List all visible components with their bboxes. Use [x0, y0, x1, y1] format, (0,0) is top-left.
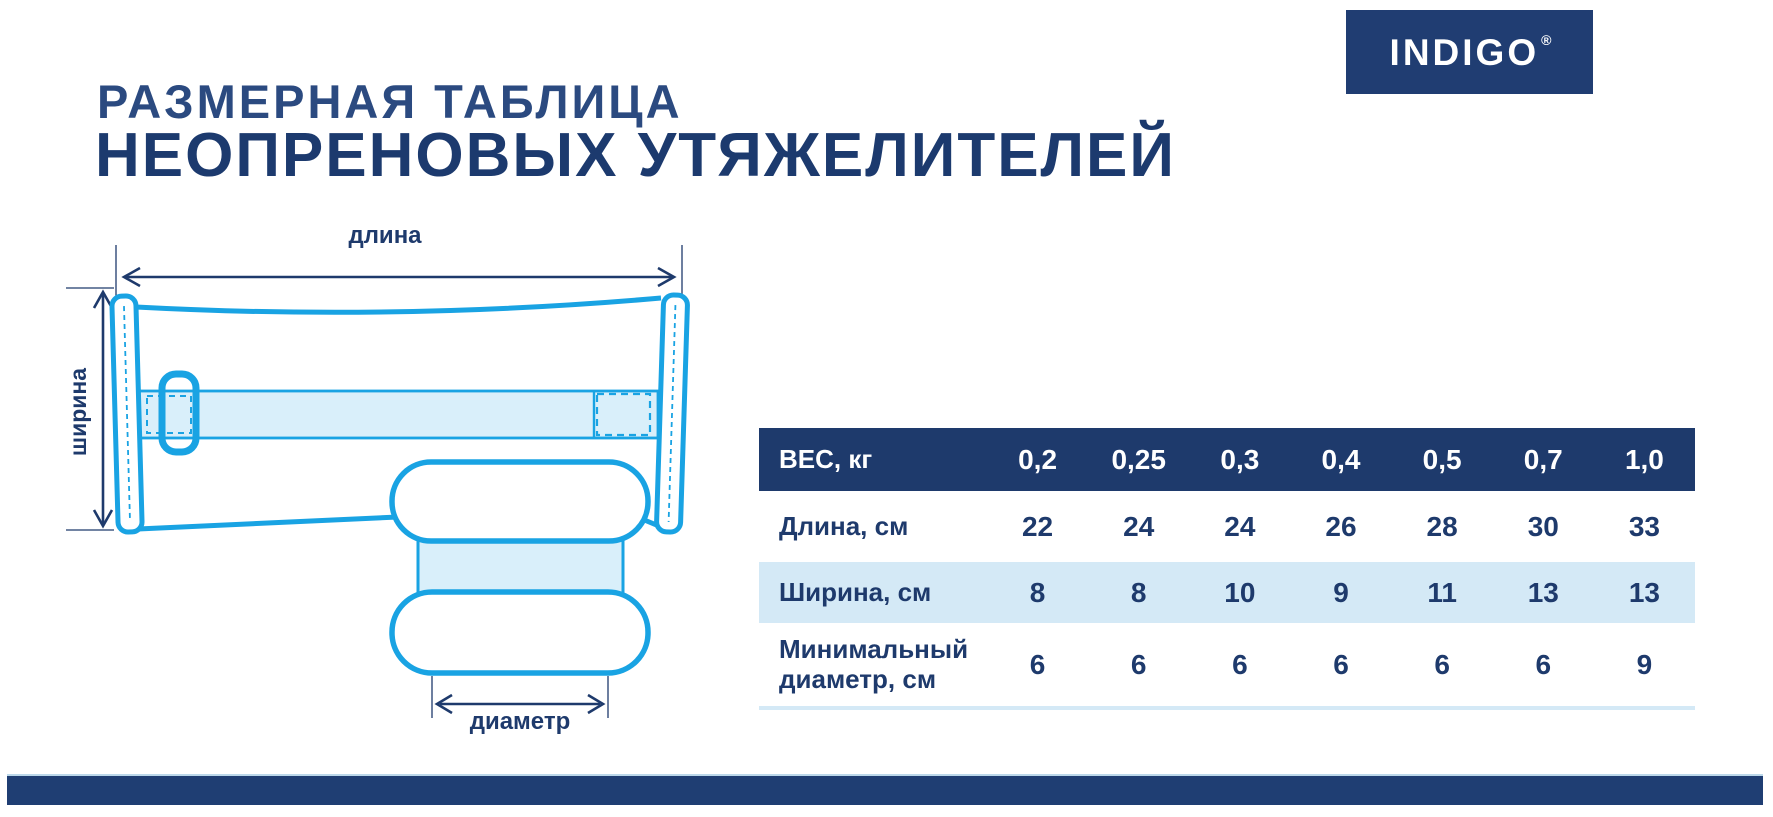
table-cell: 24 [1224, 510, 1256, 542]
table-header-row: ВЕС, кг 0,2 0,25 0,3 0,4 0,5 0,7 1,0 [759, 428, 1695, 491]
table-cell: 6 [1130, 648, 1147, 680]
diameter-label: диаметр [470, 708, 571, 735]
table-cell: 28 [1426, 510, 1458, 542]
right-end-cap [654, 292, 690, 535]
length-arrow-icon [121, 266, 677, 288]
table-cell: 10 [1224, 576, 1256, 608]
table-header-value: 1,0 [1624, 443, 1664, 475]
strap-band [134, 389, 660, 440]
size-table: ВЕС, кг 0,2 0,25 0,3 0,4 0,5 0,7 1,0 Дли… [759, 428, 1695, 710]
table-cell: 13 [1527, 576, 1559, 608]
table-header-label: ВЕС, кг [779, 443, 873, 474]
rolled-weight-lower-lobe [389, 589, 651, 676]
row-label: Минимальный диаметр, см [779, 633, 969, 694]
weight-dimensions-diagram: длина ширина [65, 222, 690, 735]
table-cell: 6 [1232, 648, 1248, 680]
table-cell: 8 [1130, 576, 1147, 608]
length-label: длина [348, 222, 422, 249]
table-row-width: Ширина, см 8 8 10 9 11 13 13 [759, 562, 1695, 623]
table-cell: 6 [1535, 648, 1552, 680]
table-cell: 30 [1527, 510, 1559, 542]
width-label: ширина [65, 368, 91, 456]
table-cell: 6 [1333, 648, 1349, 680]
table-cell: 9 [1333, 576, 1349, 608]
velcro-patch [595, 392, 652, 437]
table-cell: 24 [1123, 510, 1155, 542]
table-header-value: 0,3 [1220, 443, 1260, 475]
table-cell: 6 [1029, 648, 1046, 680]
width-dimension: ширина [65, 287, 114, 531]
brand-logo: INDIGO ® [1346, 10, 1593, 94]
table-cell: 11 [1427, 576, 1457, 608]
page-title-line1: РАЗМЕРНАЯ ТАБЛИЦА [97, 75, 683, 128]
row-label: Длина, см [779, 510, 909, 541]
diameter-dimension: диаметр [431, 676, 609, 735]
table-row-length: Длина, см 22 24 24 26 28 30 33 [759, 491, 1695, 562]
rolled-weight-upper-lobe [389, 459, 651, 544]
table-cell: 9 [1636, 648, 1653, 680]
footer-accent-bar [7, 776, 1763, 805]
buckle-ring-icon [158, 370, 200, 456]
table-header-value: 0,7 [1523, 443, 1563, 475]
table-header-value: 0,4 [1321, 443, 1361, 475]
flat-weight-top-edge [135, 295, 662, 315]
flat-weight-bottom-edge-left [137, 514, 399, 532]
width-arrow-icon [92, 289, 114, 529]
left-end-cap [109, 293, 145, 535]
length-dimension: длина [115, 222, 683, 352]
rolled-weight-band [416, 537, 625, 596]
table-cell: 6 [1434, 648, 1450, 680]
table-header-value: 0,25 [1111, 443, 1166, 475]
strap-stitching [146, 395, 192, 434]
table-row-min-diameter: Минимальный диаметр, см 6 6 6 6 6 6 9 [759, 623, 1695, 706]
page-title-line2: НЕОПРЕНОВЫХ УТЯЖЕЛИТЕЛЕЙ [95, 121, 1176, 190]
registered-trademark-icon: ® [1541, 32, 1552, 48]
diameter-arrow-icon [434, 693, 606, 715]
row-label: Ширина, см [779, 576, 932, 607]
rolled-weight [389, 459, 651, 676]
table-cell: 8 [1029, 576, 1046, 608]
table-cell: 13 [1628, 576, 1660, 608]
table-cell: 26 [1325, 510, 1357, 542]
table-header-value: 0,5 [1422, 443, 1462, 475]
brand-logo-text: INDIGO [1389, 31, 1540, 73]
table-cell: 33 [1628, 510, 1660, 542]
table-cell: 22 [1021, 510, 1054, 542]
table-header-value: 0,2 [1018, 443, 1058, 475]
